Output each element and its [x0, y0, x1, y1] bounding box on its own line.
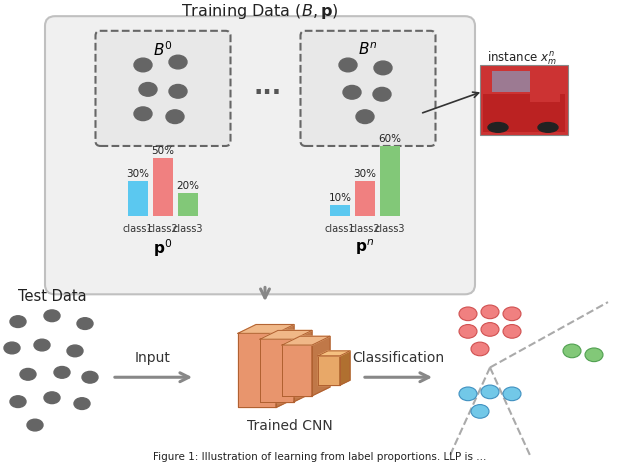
- Text: Training Data $(B, \mathbf{p})$: Training Data $(B, \mathbf{p})$: [181, 2, 339, 21]
- Ellipse shape: [34, 339, 50, 351]
- Bar: [492, 71, 530, 92]
- Ellipse shape: [20, 368, 36, 380]
- FancyBboxPatch shape: [45, 16, 475, 294]
- Ellipse shape: [169, 85, 187, 98]
- FancyBboxPatch shape: [95, 31, 230, 146]
- Text: $B^0$: $B^0$: [153, 40, 173, 58]
- Ellipse shape: [134, 58, 152, 72]
- Bar: [380, 146, 400, 216]
- Ellipse shape: [503, 324, 521, 338]
- Ellipse shape: [356, 110, 374, 124]
- Text: 50%: 50%: [152, 146, 175, 156]
- Ellipse shape: [471, 342, 489, 356]
- Text: Classification: Classification: [352, 351, 444, 365]
- Polygon shape: [318, 356, 340, 385]
- Ellipse shape: [139, 82, 157, 96]
- Ellipse shape: [459, 307, 477, 321]
- Ellipse shape: [503, 387, 521, 401]
- Text: class1: class1: [324, 224, 355, 234]
- Ellipse shape: [585, 348, 603, 362]
- Ellipse shape: [67, 345, 83, 357]
- Ellipse shape: [373, 88, 391, 101]
- Ellipse shape: [54, 366, 70, 378]
- Ellipse shape: [471, 404, 489, 418]
- Polygon shape: [238, 333, 276, 408]
- Bar: [480, 65, 568, 135]
- Ellipse shape: [459, 324, 477, 338]
- Ellipse shape: [503, 307, 521, 321]
- FancyBboxPatch shape: [301, 31, 435, 146]
- Ellipse shape: [44, 392, 60, 403]
- Ellipse shape: [169, 55, 187, 69]
- Ellipse shape: [44, 310, 60, 322]
- Ellipse shape: [343, 86, 361, 99]
- Polygon shape: [238, 324, 294, 333]
- Text: Figure 1: Illustration of learning from label proportions. LLP is ...: Figure 1: Illustration of learning from …: [154, 452, 486, 462]
- Text: class3: class3: [375, 224, 405, 234]
- Ellipse shape: [77, 318, 93, 329]
- Ellipse shape: [563, 344, 581, 358]
- Ellipse shape: [27, 419, 43, 431]
- Ellipse shape: [134, 107, 152, 121]
- Text: Test Data: Test Data: [18, 289, 86, 304]
- Ellipse shape: [481, 305, 499, 319]
- Ellipse shape: [488, 123, 508, 132]
- Polygon shape: [260, 330, 312, 339]
- Text: $\mathbf{p}^0$: $\mathbf{p}^0$: [154, 238, 173, 259]
- Bar: [330, 205, 350, 216]
- Text: ...: ...: [254, 75, 282, 99]
- Bar: [128, 181, 148, 216]
- Bar: [355, 181, 375, 216]
- Ellipse shape: [481, 385, 499, 399]
- Ellipse shape: [10, 316, 26, 328]
- Polygon shape: [294, 330, 312, 402]
- Polygon shape: [282, 336, 330, 345]
- Ellipse shape: [10, 396, 26, 408]
- Text: Trained CNN: Trained CNN: [247, 419, 333, 433]
- Text: 10%: 10%: [328, 192, 351, 203]
- Text: 30%: 30%: [127, 169, 150, 179]
- Text: class3: class3: [173, 224, 204, 234]
- Polygon shape: [318, 351, 350, 356]
- Ellipse shape: [74, 398, 90, 410]
- Ellipse shape: [166, 110, 184, 124]
- Text: class2: class2: [148, 224, 179, 234]
- Ellipse shape: [459, 387, 477, 401]
- Bar: [530, 90, 560, 102]
- Text: 20%: 20%: [177, 181, 200, 191]
- Ellipse shape: [374, 61, 392, 75]
- Bar: [153, 158, 173, 216]
- Text: Input: Input: [135, 351, 171, 365]
- Ellipse shape: [4, 342, 20, 354]
- Ellipse shape: [82, 372, 98, 383]
- Polygon shape: [340, 351, 350, 385]
- Polygon shape: [260, 339, 294, 402]
- Text: $B^n$: $B^n$: [358, 41, 378, 58]
- Text: 60%: 60%: [378, 134, 401, 144]
- Text: instance $x_m^n$: instance $x_m^n$: [487, 50, 557, 67]
- Text: 30%: 30%: [353, 169, 376, 179]
- Bar: [483, 94, 565, 132]
- Polygon shape: [276, 324, 294, 408]
- Bar: [178, 193, 198, 216]
- Polygon shape: [282, 345, 312, 396]
- Text: class2: class2: [349, 224, 380, 234]
- Ellipse shape: [481, 322, 499, 336]
- Polygon shape: [312, 336, 330, 396]
- Text: $\mathbf{p}^n$: $\mathbf{p}^n$: [355, 238, 374, 257]
- Text: class1: class1: [123, 224, 153, 234]
- Ellipse shape: [538, 123, 558, 132]
- Ellipse shape: [339, 58, 357, 72]
